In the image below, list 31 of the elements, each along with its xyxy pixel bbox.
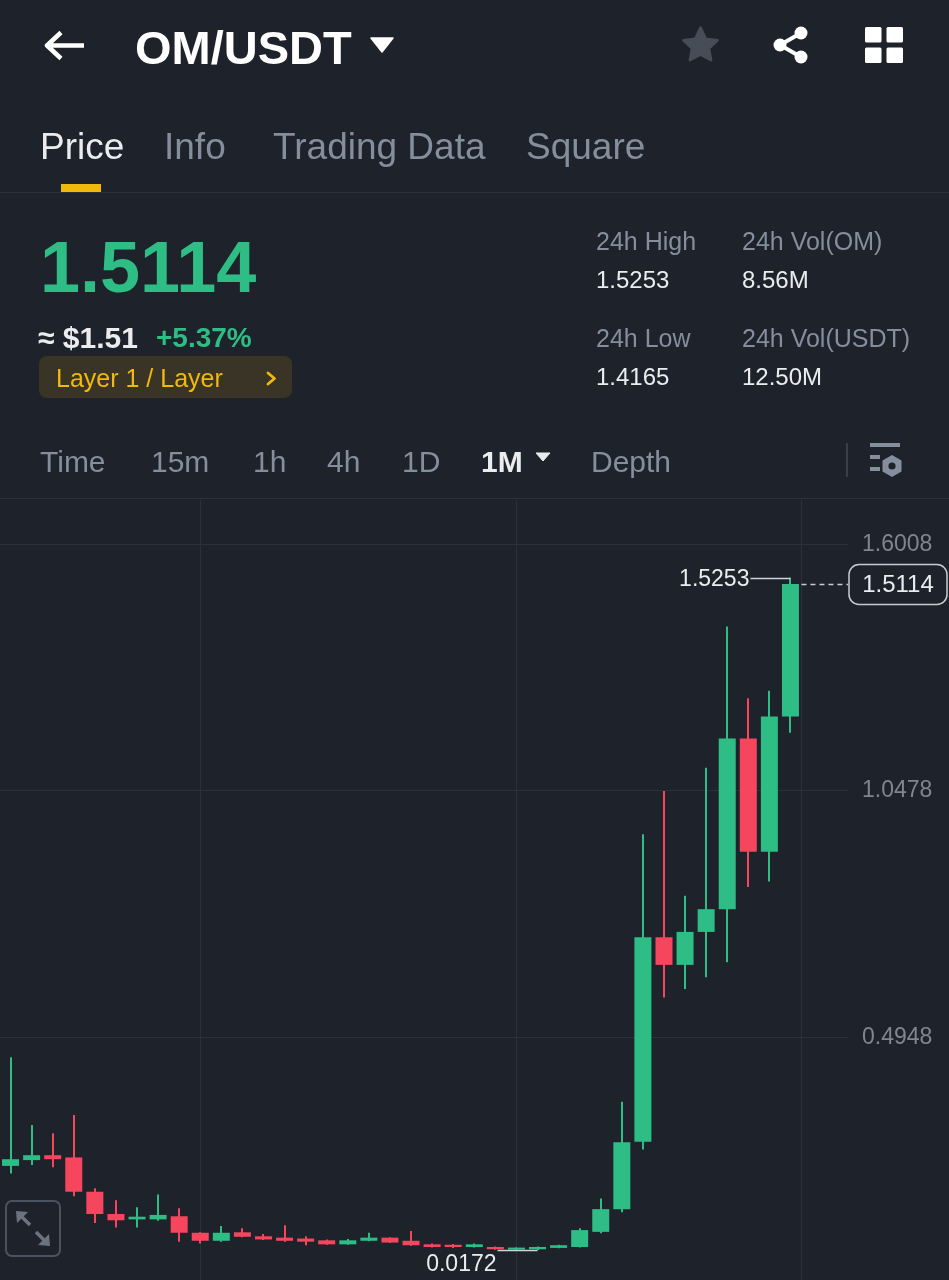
text: Info: [164, 125, 226, 167]
text: 1M: [481, 444, 523, 478]
ref-line-label: 1.5114: [862, 570, 934, 598]
text: Layer 1 / Layer: [56, 363, 223, 392]
y-tick-label: 1.0478: [862, 776, 933, 803]
text: 24h Vol(OM): [742, 226, 883, 255]
chart-title: OM/USDT: [135, 21, 352, 75]
text: ≈ $1.51: [38, 320, 138, 354]
annotation: 0.0172: [426, 1249, 497, 1276]
y-tick-label: 1.6008: [862, 529, 933, 556]
text: 4h: [327, 444, 361, 478]
text: Square: [526, 125, 646, 167]
text: 12.50M: [742, 362, 823, 390]
text: Depth: [591, 444, 672, 478]
text: 24h Vol(USDT): [742, 323, 911, 352]
text: 8.56M: [742, 265, 809, 293]
text: 15m: [151, 444, 210, 478]
text: 1.4165: [596, 362, 670, 390]
annotation: 1.5253: [679, 564, 750, 591]
text: 24h High: [596, 226, 697, 255]
text: Trading Data: [273, 125, 486, 167]
text: 24h Low: [596, 323, 691, 352]
text: 1h: [253, 444, 287, 478]
text: Time: [40, 444, 106, 478]
text: +5.37%: [156, 322, 252, 354]
text: 1.5253: [596, 265, 670, 293]
text: 1D: [402, 444, 441, 478]
candlestick: [2, 1057, 20, 1174]
y-tick-label: 0.4948: [862, 1022, 933, 1049]
text: 1.5114: [40, 227, 257, 308]
text: Price: [40, 125, 125, 167]
